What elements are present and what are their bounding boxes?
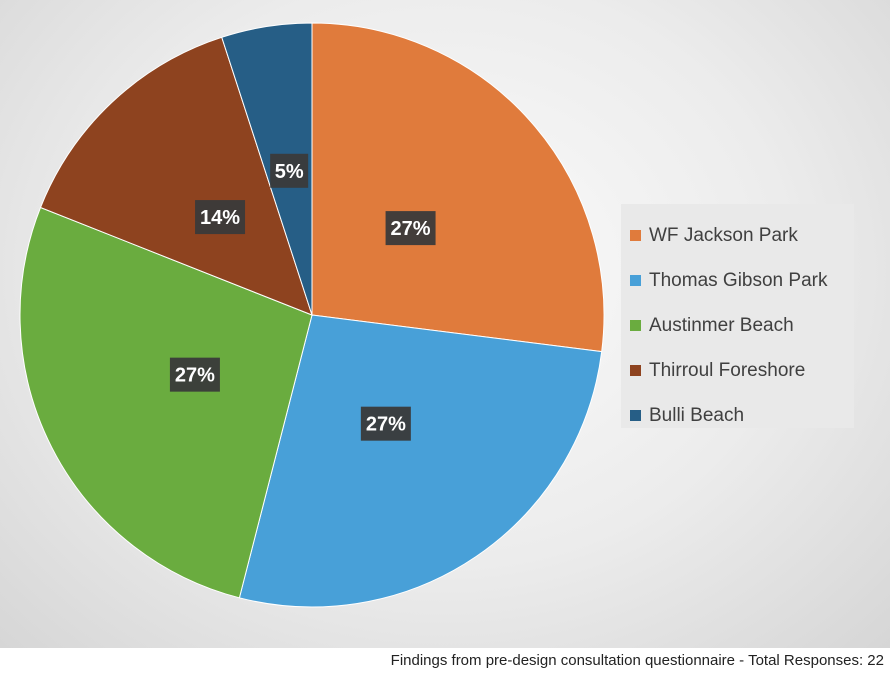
legend-swatch [630,365,641,376]
pie-chart: 27% 27% 27% 14% 5% WF Jackson Park Thomas Gib… [0,0,890,648]
data-label-box [385,211,436,246]
legend-item-austinmer-beach: Austinmer Beach [621,303,854,348]
legend-item-wf-jackson-park: WF Jackson Park [621,213,854,258]
data-label-thomas-gibson-park: 27% [360,406,411,441]
legend-item-bulli-beach: Bulli Beach [621,393,854,438]
data-label-text: 27% [366,414,406,436]
pie-chart-svg: 27% 27% 27% 14% 5% [19,22,605,608]
data-label-thirroul-foreshore: 14% [195,200,246,235]
legend-label: Thirroul Foreshore [649,359,806,381]
pie-slice-bulli-beach [221,22,313,316]
data-label-box [360,406,411,441]
pie-slice-wf-jackson-park [311,22,605,353]
pie-slice-thomas-gibson-park [238,314,603,608]
legend-swatch [630,410,641,421]
data-label-box [270,153,309,188]
legend-item-thomas-gibson-park: Thomas Gibson Park [621,258,854,303]
pie-slice-austinmer-beach [19,206,313,599]
data-label-box [195,200,246,235]
legend-item-thirroul-foreshore: Thirroul Foreshore [621,348,854,393]
legend-label: Austinmer Beach [649,314,794,336]
data-label-bulli-beach: 5% [270,153,309,188]
data-label-text: 14% [200,207,240,229]
legend-label: WF Jackson Park [649,224,798,246]
data-label-text: 5% [275,161,304,183]
legend-swatch [630,320,641,331]
data-label-austinmer-beach: 27% [169,357,220,392]
chart-caption: Findings from pre-design consultation qu… [390,652,884,669]
data-label-wf-jackson-park: 27% [385,211,436,246]
legend-swatch [630,230,641,241]
data-label-box [169,357,220,392]
legend-swatch [630,275,641,286]
data-label-text: 27% [175,365,215,387]
legend-label: Thomas Gibson Park [649,269,828,291]
chart-legend: WF Jackson Park Thomas Gibson Park Austinm… [621,204,854,428]
data-label-text: 27% [391,218,431,240]
legend-label: Bulli Beach [649,404,745,426]
